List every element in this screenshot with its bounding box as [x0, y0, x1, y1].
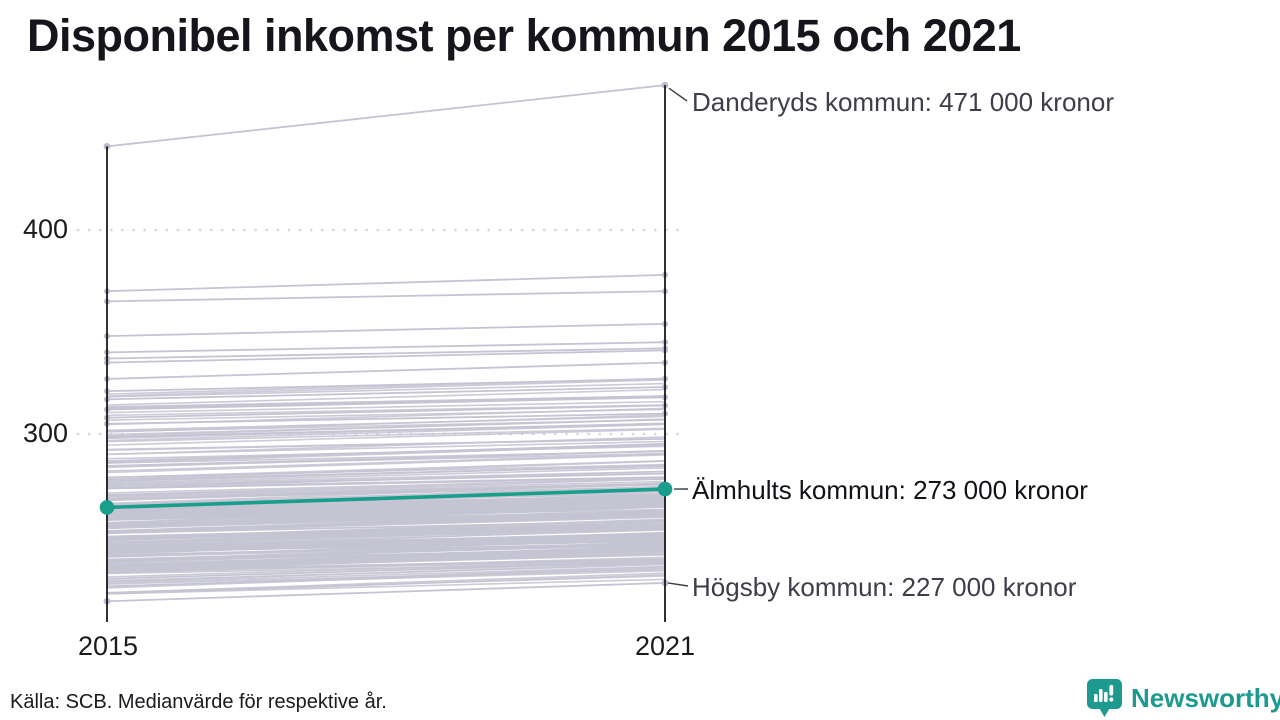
source-note: Källa: SCB. Medianvärde för respektive å… [10, 691, 387, 713]
newsworthy-wordmark: Newsworthy [1131, 682, 1280, 713]
newsworthy-logo[interactable]: Newsworthy [1086, 678, 1280, 718]
annotation-hogsby: Högsby kommun: 227 000 kronor [692, 572, 1077, 602]
x-axis-label-2021: 2021 [634, 631, 696, 661]
page-title: Disponibel inkomst per kommun 2015 och 2… [27, 10, 1021, 61]
bar-chart-speech-bubble-icon [1087, 679, 1122, 717]
y-axis-tick-400: 400 [22, 214, 68, 244]
annotation-almhult: Älmhults kommun: 273 000 kronor [692, 475, 1088, 505]
y-axis-tick-300: 300 [22, 418, 68, 448]
annotation-danderyd: Danderyds kommun: 471 000 kronor [692, 87, 1115, 117]
x-axis-label-2015: 2015 [77, 631, 139, 661]
